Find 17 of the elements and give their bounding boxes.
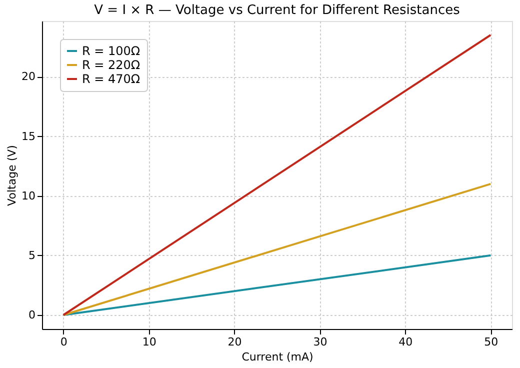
y-tick-label: 20 (22, 70, 36, 84)
y-axis-title: Voltage (V) (6, 145, 19, 206)
y-tick-label: 15 (22, 130, 36, 143)
x-axis-title: Current (mA) (242, 350, 314, 364)
x-tick-label: 0 (60, 336, 68, 348)
chart-title: V = I × R — Voltage vs Current for Different Resistances (94, 3, 460, 18)
x-tick-label: 20 (228, 336, 242, 348)
x-tick-label: 40 (398, 336, 413, 348)
legend-label: R = 470Ω (82, 72, 140, 86)
y-tick-label: 0 (28, 308, 36, 322)
x-tick-label: 50 (484, 336, 498, 348)
x-tick-label: 30 (313, 336, 328, 348)
legend-label: R = 220Ω (82, 58, 140, 72)
x-tick-label: 10 (142, 336, 156, 348)
legend-label: R = 100Ω (82, 44, 140, 58)
y-tick-label: 10 (22, 189, 36, 202)
y-tick-label: 5 (28, 248, 36, 262)
